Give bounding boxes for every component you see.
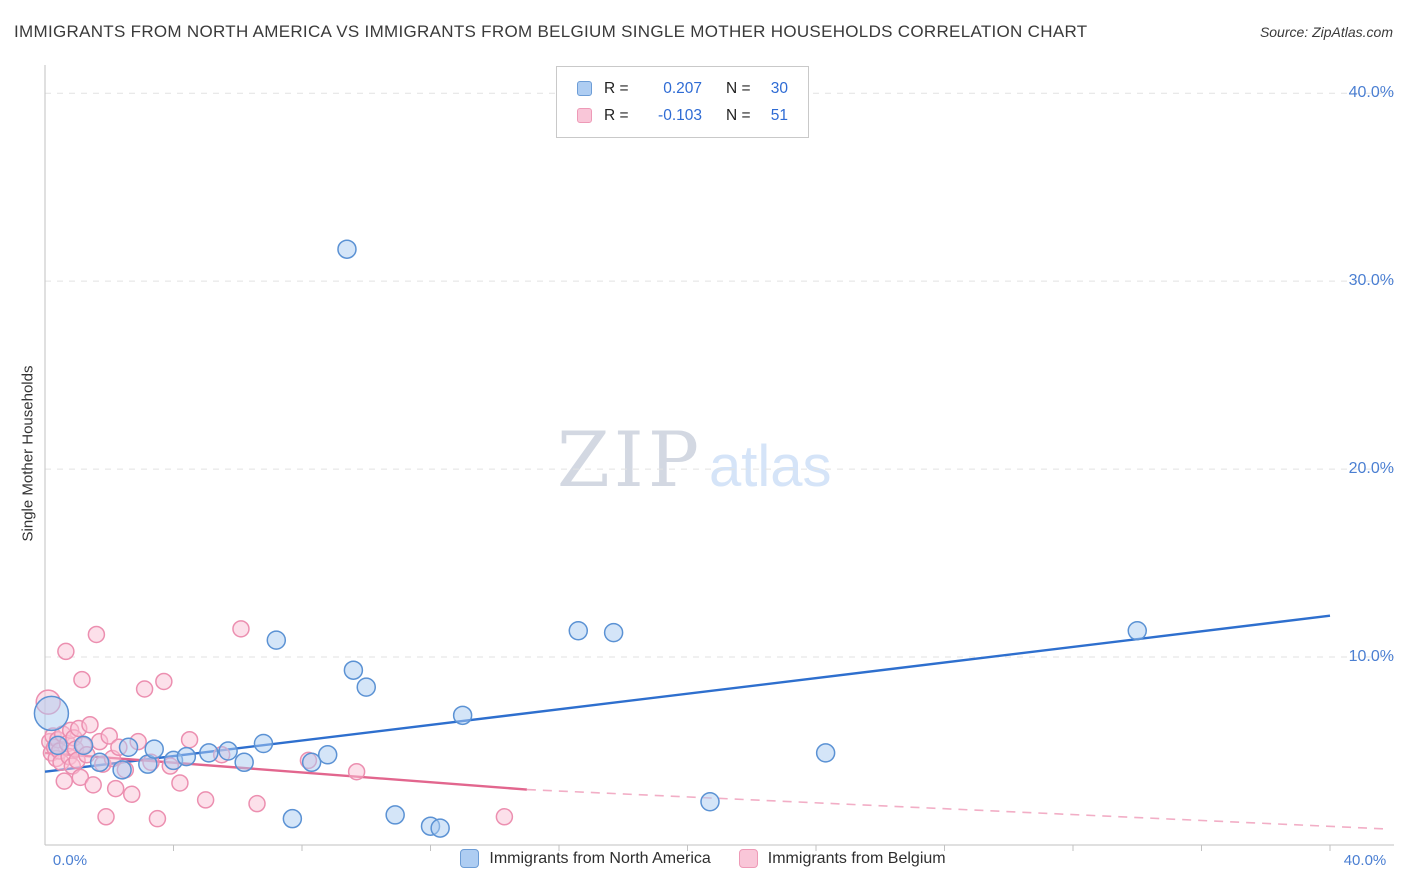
scatter-point-north-america[interactable] (176, 746, 197, 767)
scatter-point-north-america[interactable] (385, 805, 405, 825)
stats-row-belgium: R = -0.103 N = 51 (577, 102, 788, 129)
north-america-swatch (577, 81, 592, 96)
page-title: IMMIGRANTS FROM NORTH AMERICA VS IMMIGRA… (14, 22, 1088, 41)
scatter-point-belgium[interactable] (97, 808, 115, 826)
scatter-point-belgium[interactable] (106, 779, 125, 798)
north-america-legend-label: Immigrants from North America (489, 849, 711, 867)
scatter-point-belgium[interactable] (148, 809, 167, 828)
scatter-point-belgium[interactable] (71, 768, 90, 787)
scatter-point-north-america[interactable] (118, 737, 139, 758)
scatter-point-north-america[interactable] (317, 745, 338, 765)
belgium-legend-label: Immigrants from Belgium (767, 849, 946, 867)
scatter-point-north-america[interactable] (199, 743, 219, 763)
scatter-point-belgium[interactable] (495, 808, 514, 826)
scatter-point-belgium[interactable] (232, 620, 250, 638)
north-america-legend-swatch (460, 849, 480, 868)
n-label: N = (726, 79, 751, 97)
scatter-point-belgium[interactable] (122, 785, 141, 804)
scatter-point-belgium[interactable] (55, 772, 74, 790)
scatter-point-north-america[interactable] (301, 752, 322, 773)
n-value: 30 (770, 79, 788, 97)
scatter-point-north-america[interactable] (48, 735, 68, 756)
scatter-point-belgium[interactable] (180, 730, 199, 749)
y-tick-label-40: 40.0% (1348, 84, 1394, 101)
series-legend: Immigrants from North America Immigrants… (0, 849, 1406, 868)
scatter-point-north-america[interactable] (568, 620, 589, 641)
scatter-point-north-america[interactable] (603, 622, 624, 643)
scatter-point-north-america[interactable] (89, 752, 110, 773)
legend-item-north-america: Immigrants from North America (460, 849, 711, 868)
n-value: 51 (770, 106, 788, 124)
scatter-point-belgium[interactable] (81, 715, 99, 734)
scatter-point-north-america[interactable] (1127, 620, 1147, 641)
scatter-point-north-america[interactable] (144, 739, 164, 759)
stats-row-north-america: R = 0.207 N = 30 (577, 75, 788, 102)
x-tick-label-0: 0.0% (52, 852, 88, 869)
legend-item-belgium: Immigrants from Belgium (738, 849, 946, 868)
correlation-stats-legend: R = 0.207 N = 30 R = -0.103 N = 51 (556, 66, 809, 138)
scatter-point-north-america[interactable] (234, 752, 254, 773)
scatter-point-north-america[interactable] (73, 735, 94, 756)
r-label: R = (604, 106, 629, 124)
scatter-point-belgium[interactable] (196, 791, 215, 809)
trend-line-belgium (526, 788, 1388, 830)
scatter-point-belgium[interactable] (73, 670, 91, 689)
scatter-point-north-america[interactable] (266, 630, 287, 650)
scatter-point-belgium[interactable] (57, 642, 75, 661)
y-tick-label-30: 30.0% (1348, 272, 1394, 289)
scatter-point-belgium[interactable] (87, 625, 106, 644)
scatter-point-north-america[interactable] (700, 792, 720, 812)
scatter-point-north-america[interactable] (356, 677, 376, 697)
trend-line-belgium (44, 751, 527, 791)
source-attribution: Source: ZipAtlas.com (1259, 24, 1393, 40)
scatter-point-belgium[interactable] (248, 794, 266, 813)
y-tick-label-10: 10.0% (1348, 648, 1394, 665)
scatter-point-north-america[interactable] (282, 808, 303, 829)
belgium-swatch (577, 108, 592, 123)
scatter-point-north-america[interactable] (337, 239, 357, 259)
belgium-legend-swatch (738, 849, 758, 868)
y-tick-label-20: 20.0% (1348, 460, 1394, 477)
x-tick-label-40: 40.0% (1343, 852, 1387, 869)
scatter-point-north-america[interactable] (112, 760, 132, 780)
scatter-point-belgium[interactable] (155, 672, 173, 691)
scatter-point-north-america[interactable] (253, 733, 274, 754)
scatter-point-belgium[interactable] (100, 727, 118, 745)
scatter-point-belgium[interactable] (135, 680, 154, 698)
scatter-point-north-america[interactable] (430, 818, 450, 838)
n-label: N = (726, 106, 751, 124)
scatter-point-belgium[interactable] (347, 762, 366, 781)
scatter-point-belgium[interactable] (84, 776, 102, 794)
scatter-point-north-america[interactable] (218, 741, 238, 761)
r-value: -0.103 (658, 106, 702, 124)
r-value: 0.207 (663, 79, 702, 97)
scatter-point-north-america[interactable] (452, 705, 473, 726)
scatter-point-belgium[interactable] (171, 774, 189, 792)
scatter-point-north-america[interactable] (33, 695, 70, 732)
scatter-point-north-america[interactable] (815, 743, 836, 763)
scatter-point-north-america[interactable] (343, 660, 364, 680)
r-label: R = (604, 79, 629, 97)
